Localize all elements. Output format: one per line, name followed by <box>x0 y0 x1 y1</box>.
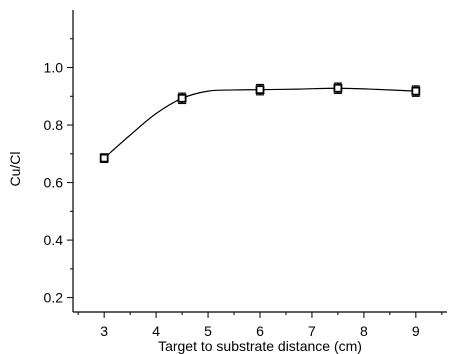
x-tick-label: 4 <box>152 323 160 339</box>
y-tick-label: 1.0 <box>44 60 64 76</box>
data-point <box>99 153 109 163</box>
x-tick-label: 7 <box>308 323 316 339</box>
y-axis-title: Cu/Cl <box>7 151 23 186</box>
y-tick-label: 0.8 <box>44 117 64 133</box>
ticks: 3 4 5 6 7 8 9 0.2 0.4 0.6 0.8 1.0 <box>44 38 443 339</box>
x-tick-label: 5 <box>204 323 212 339</box>
x-tick-label: 6 <box>256 323 264 339</box>
data-point <box>411 86 421 96</box>
x-tick-label: 3 <box>100 323 108 339</box>
data-point <box>177 93 187 103</box>
data-point <box>333 83 343 93</box>
data-point <box>255 85 265 95</box>
fit-curve-group <box>103 87 416 159</box>
x-tick-label: 9 <box>412 323 420 339</box>
y-tick-label: 0.6 <box>44 175 64 191</box>
x-axis-title: Target to substrate distance (cm) <box>158 338 362 354</box>
y-tick-label: 0.4 <box>44 232 64 248</box>
axes <box>72 10 447 313</box>
y-tick-label: 0.2 <box>44 290 64 306</box>
fit-curve <box>103 87 416 159</box>
x-tick-label: 8 <box>360 323 368 339</box>
data-points <box>99 82 421 164</box>
